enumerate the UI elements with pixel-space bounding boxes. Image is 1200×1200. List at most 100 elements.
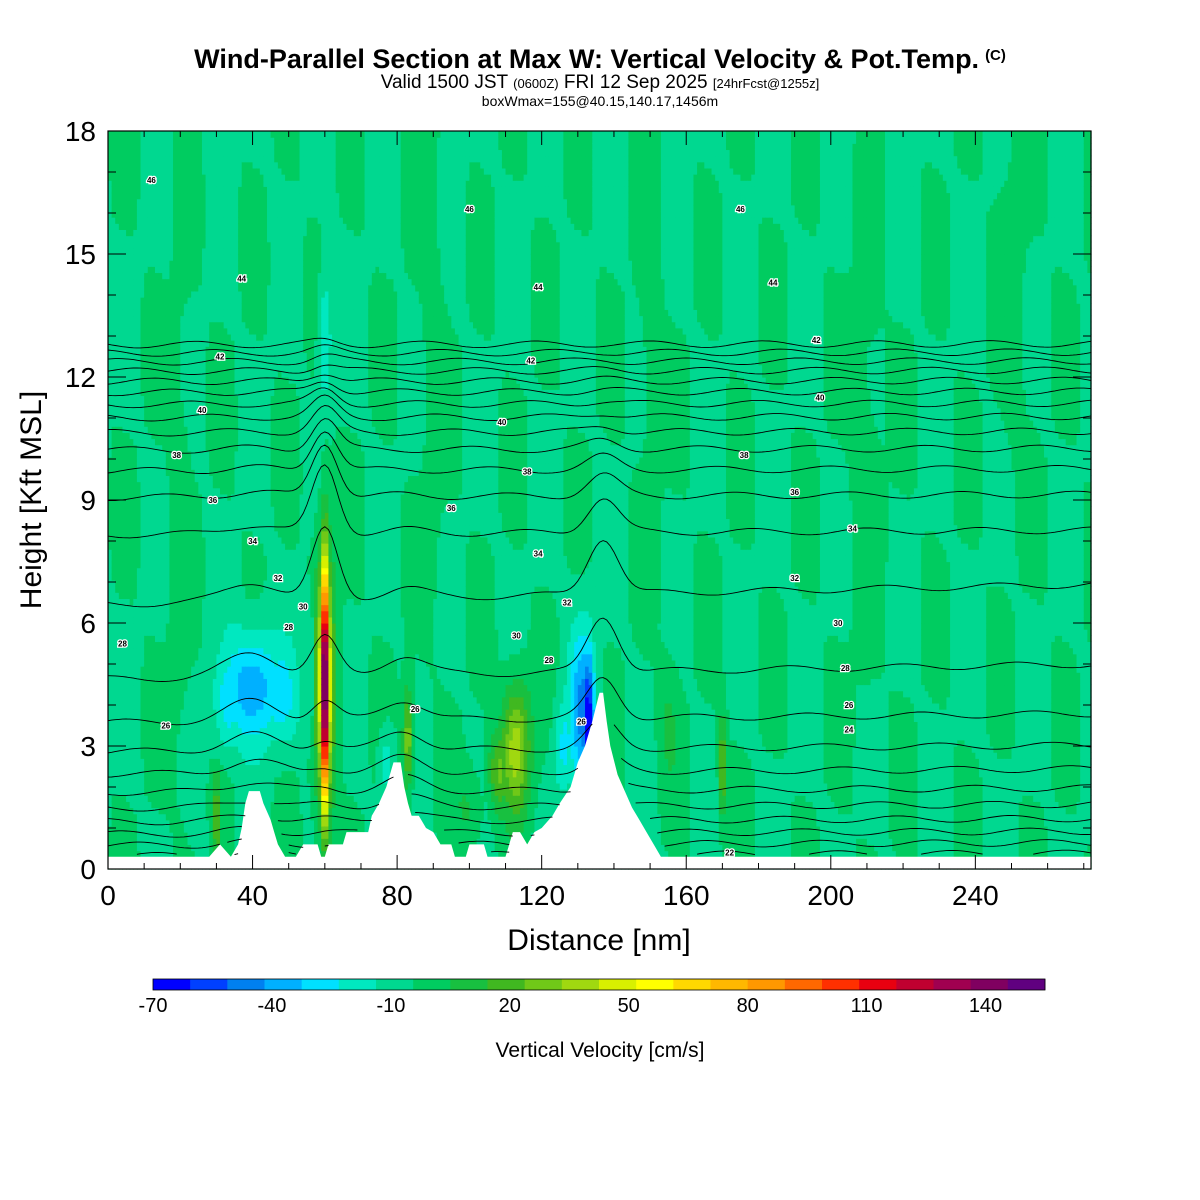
x-tick-label: 200 — [807, 880, 854, 911]
isentrope-label: 46 — [147, 176, 156, 185]
x-tick-label: 160 — [663, 880, 710, 911]
x-tick-label: 40 — [237, 880, 268, 911]
isentrope-line — [107, 364, 1092, 375]
isentrope-line — [107, 617, 1092, 682]
isentrope-line — [107, 374, 1092, 386]
colorbar-swatch — [450, 979, 488, 990]
colorbar-tick-label: 80 — [737, 995, 759, 1017]
colorbar-swatch — [896, 979, 934, 990]
terrain-mask — [108, 692, 1091, 869]
isentrope-label: 36 — [208, 496, 217, 505]
colorbar-swatch — [970, 979, 1009, 990]
colorbar-label: Vertical Velocity [cm/s] — [496, 1039, 705, 1062]
isentrope-line — [107, 793, 1092, 812]
colorbar-tick-label: -70 — [139, 995, 168, 1017]
colorbar-swatch — [264, 979, 303, 990]
colorbar-tick-label: -10 — [376, 995, 405, 1017]
isentrope-label: 46 — [736, 205, 745, 214]
colorbar-swatch — [636, 979, 674, 990]
isentrope-label: 40 — [816, 394, 825, 403]
isentrope-line — [107, 337, 1092, 349]
isentrope-labels: 46 46 46 44 44 44 42 42 42 40 40 40 38 38 38 36 36 36 34 34… — [117, 175, 859, 859]
x-tick-label: 240 — [952, 880, 999, 911]
x-tick-label: 120 — [518, 880, 565, 911]
isentrope-label: 30 — [512, 631, 521, 640]
isentrope-line — [107, 753, 1092, 778]
colorbar-swatch — [487, 979, 526, 990]
colorbar-swatch — [301, 979, 340, 990]
colorbar-swatch — [227, 979, 265, 990]
copyright-mark: (C) — [985, 47, 1006, 64]
isentrope-label: 32 — [273, 574, 282, 583]
y-axis-label: Height [Kft MSL] — [15, 391, 48, 609]
isentrope-line — [107, 405, 1092, 437]
colorbar-swatch — [747, 979, 786, 990]
x-tick-label: 0 — [100, 880, 116, 911]
isentrope-line — [136, 849, 1092, 856]
isentrope-label: 38 — [172, 451, 181, 460]
colorbar-swatch — [673, 979, 711, 990]
isentrope-label: 34 — [534, 549, 543, 558]
colorbar-swatch — [524, 979, 563, 990]
isentrope-label: 44 — [237, 275, 246, 284]
colorbar: -70 -40 -10 20 50 80 110 140 — [139, 978, 1046, 1017]
isentrope-label: 42 — [216, 353, 225, 362]
isentrope-label: 36 — [790, 488, 799, 497]
colorbar-swatch — [561, 979, 600, 990]
colorbar-swatch — [376, 979, 414, 990]
isentrope-label: 24 — [844, 726, 853, 735]
chart-subtitle: Valid 1500 JST (0600Z) FRI 12 Sep 2025 [… — [0, 72, 1200, 94]
y-tick-label: 18 — [65, 116, 96, 147]
isentrope-line — [107, 812, 1092, 826]
isentrope-label: 26 — [577, 717, 586, 726]
colorbar-swatch — [413, 979, 451, 990]
isentropes — [107, 337, 1092, 856]
isentrope-label: 44 — [534, 283, 543, 292]
isentrope-label: 30 — [834, 619, 843, 628]
isentrope-label: 26 — [844, 701, 853, 710]
isentrope-label: 38 — [523, 467, 532, 476]
isentrope-label: 28 — [841, 664, 850, 673]
isentrope-label: 42 — [812, 336, 821, 345]
isentrope-line — [107, 431, 1092, 474]
isentrope-label: 32 — [790, 574, 799, 583]
colorbar-tick-label: 20 — [499, 995, 521, 1017]
isentrope-line — [107, 344, 1092, 357]
isentrope-line — [107, 418, 1092, 454]
colorbar-tick-label: 110 — [851, 995, 883, 1017]
isentrope-label: 40 — [198, 406, 207, 415]
colorbar-swatch — [710, 979, 749, 990]
chart-title: Wind-Parallel Section at Max W: Vertical… — [0, 44, 1200, 75]
y-tick-label: 12 — [65, 362, 96, 393]
isentrope-label: 28 — [544, 656, 553, 665]
isentrope-line — [107, 677, 1091, 726]
isentrope-line — [107, 464, 1092, 539]
colorbar-swatch — [859, 979, 897, 990]
isentrope-label: 34 — [848, 525, 857, 534]
isentrope-label: 36 — [447, 504, 456, 513]
box-info: boxWmax=155@40.15,140.17,1456m — [0, 93, 1200, 109]
isentrope-label: 38 — [740, 451, 749, 460]
colorbar-swatch — [190, 979, 228, 990]
colorbar-tick-label: 140 — [969, 995, 1002, 1017]
isentrope-label: 44 — [769, 279, 778, 288]
isentrope-label: 32 — [563, 599, 572, 608]
isentrope-line — [108, 444, 1092, 502]
colorbar-tick-label: -40 — [257, 995, 286, 1017]
isentrope-line — [107, 394, 1092, 422]
isentrope-label: 42 — [526, 357, 535, 366]
isentrope-label: 26 — [161, 722, 170, 731]
colorbar-tick-label: 50 — [618, 995, 640, 1017]
colorbar-swatch — [1007, 979, 1046, 990]
isentrope-line — [107, 774, 1091, 796]
isentrope-label: 30 — [299, 603, 308, 612]
x-axis-label: Distance [nm] — [507, 924, 690, 957]
colorbar-swatch — [338, 979, 377, 990]
colorbar-frame — [152, 978, 1046, 991]
colorbar-swatch — [933, 979, 972, 990]
isentrope-label: 22 — [725, 849, 734, 858]
isentrope-label: 28 — [284, 623, 293, 632]
isentrope-line — [107, 526, 1092, 608]
